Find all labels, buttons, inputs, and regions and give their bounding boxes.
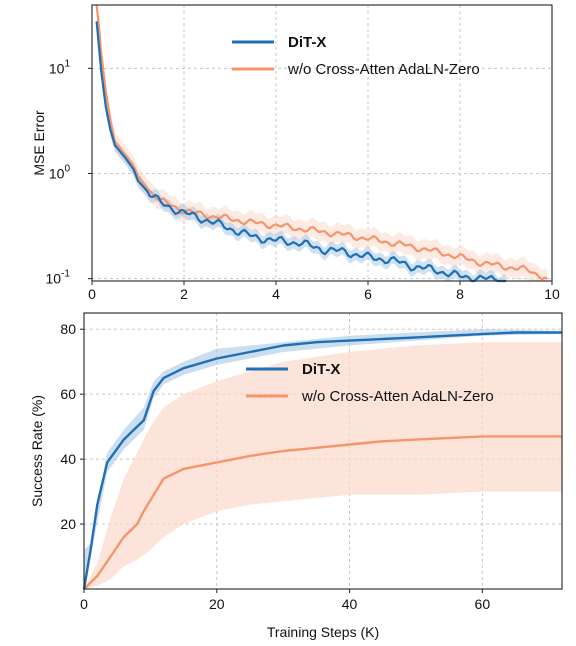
success-y-axis-label: Success Rate (%) xyxy=(29,395,45,507)
mse-y-tick-exp: 1 xyxy=(64,58,70,69)
legend-label-ablation: w/o Cross-Atten AdaLN-Zero xyxy=(287,61,480,78)
success-plot-frame xyxy=(83,312,563,590)
ablation-mse-line xyxy=(95,4,548,281)
mse-y-axis-label: MSE Error xyxy=(31,110,47,176)
mse-x-tick-label: 0 xyxy=(88,286,96,302)
success-x-ticks: 0 20 40 60 xyxy=(80,589,490,612)
mse-y-tick-exp: -1 xyxy=(61,269,70,280)
success-y-tick-label: 60 xyxy=(60,386,76,402)
mse-x-ticks: 0 2 4 6 8 10 xyxy=(88,281,560,302)
success-x-axis-label: Training Steps (K) xyxy=(267,624,379,640)
legend-label-ditx: DiT-X xyxy=(288,34,326,51)
mse-x-tick-label: 4 xyxy=(272,286,280,302)
mse-y-tick-base: 10 xyxy=(49,60,65,76)
mse-x-tick-label: 8 xyxy=(456,286,464,302)
success-y-tick-label: 20 xyxy=(60,516,76,532)
ditx-mse-band xyxy=(96,15,506,281)
mse-legend: DiT-X w/o Cross-Atten AdaLN-Zero xyxy=(232,34,480,78)
success-x-tick-label: 20 xyxy=(209,596,225,612)
success-x-tick-label: 0 xyxy=(80,596,88,612)
success-confidence-bands xyxy=(84,329,562,589)
success-y-tick-label: 40 xyxy=(60,451,76,467)
ablation-success-band xyxy=(84,342,562,589)
mse-x-tick-label: 2 xyxy=(180,286,188,302)
success-x-tick-label: 60 xyxy=(475,596,491,612)
mse-series-lines xyxy=(95,4,548,283)
mse-x-tick-label: 6 xyxy=(364,286,372,302)
mse-y-tick-label: 101 xyxy=(49,58,71,76)
success-x-tick-label: 40 xyxy=(342,596,358,612)
mse-y-tick-label: 10-1 xyxy=(46,269,71,287)
ditx-mse-line xyxy=(95,21,506,283)
mse-y-tick-label: 100 xyxy=(49,163,71,181)
legend-label-ditx: DiT-X xyxy=(302,361,340,378)
mse-plot-frame xyxy=(91,4,553,282)
mse-y-tick-base: 10 xyxy=(46,271,62,287)
mse-confidence-bands xyxy=(96,5,548,281)
ditx-success-line xyxy=(82,331,562,590)
success-series-lines xyxy=(82,331,562,590)
legend-label-ablation: w/o Cross-Atten AdaLN-Zero xyxy=(301,388,494,405)
ablation-success-line xyxy=(83,435,562,590)
success-y-tick-label: 80 xyxy=(60,321,76,337)
success-plot: 0 20 40 60 20 40 60 80 Success Rate (%) Traini… xyxy=(29,312,563,640)
ablation-mse-band xyxy=(96,5,548,281)
success-legend: DiT-X w/o Cross-Atten AdaLN-Zero xyxy=(246,361,494,405)
mse-y-tick-base: 10 xyxy=(49,165,65,181)
mse-y-tick-exp: 0 xyxy=(64,163,70,174)
mse-x-tick-label: 10 xyxy=(544,286,560,302)
success-y-ticks: 20 40 60 80 xyxy=(60,321,84,532)
